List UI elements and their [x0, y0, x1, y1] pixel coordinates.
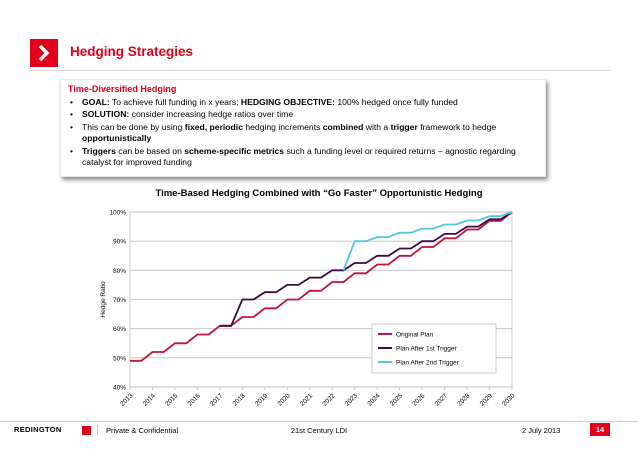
bullet-text: with a: [363, 121, 391, 132]
bullet-text: can be based on: [115, 145, 185, 156]
footer-logo-icon: [82, 426, 91, 435]
y-tick-label: 40%: [113, 385, 126, 392]
x-tick-label: 2017: [209, 392, 224, 407]
bullet-text: 100% hedged once fully funded: [334, 97, 458, 107]
y-tick-label: 80%: [113, 268, 126, 275]
bullet-text: This can be done by using: [82, 121, 185, 132]
bullet-text: HEDGING OBJECTIVE:: [240, 97, 335, 107]
logo-mark: [30, 39, 58, 67]
bullet-text: hedging increments: [242, 121, 323, 132]
bullet-text: Triggers: [82, 145, 116, 156]
series-line-2: [342, 211, 513, 271]
x-tick-label: 2022: [321, 392, 336, 407]
bullet-text: opportunistically: [82, 133, 152, 144]
logo-chevron-icon: [38, 44, 50, 62]
bullet-item: GOAL: To achieve full funding in x years…: [68, 97, 538, 109]
y-tick-label: 60%: [113, 326, 126, 333]
x-tick-label: 2018: [232, 392, 247, 407]
y-tick-label: 70%: [113, 297, 126, 304]
bullet-text: GOAL:: [82, 97, 110, 107]
bullet-text: such a funding level or required returns…: [82, 145, 516, 168]
x-tick-label: 2024: [366, 392, 381, 407]
slide-title: Hedging Strategies: [70, 44, 194, 59]
bullet-text: trigger: [390, 121, 418, 132]
y-tick-label: 90%: [113, 239, 126, 246]
y-tick-label: 100%: [109, 210, 126, 217]
x-tick-label: 2014: [142, 392, 157, 407]
x-tick-label: 2016: [187, 392, 202, 407]
x-tick-label: 2023: [344, 392, 359, 407]
chart-title: Time-Based Hedging Combined with “Go Fas…: [155, 188, 483, 199]
series-line-1: [219, 211, 513, 327]
bullet-text: scheme-specific metrics: [184, 145, 285, 156]
bullet-list: GOAL: To achieve full funding in x years…: [68, 97, 538, 169]
x-tick-label: 2030: [501, 392, 516, 407]
footer-divider: [0, 421, 638, 422]
x-tick-label: 2028: [456, 392, 471, 407]
bullet-text: framework to hedge: [417, 121, 497, 132]
bullet-text: To achieve full funding in x years;: [109, 97, 241, 107]
x-tick-label: 2027: [434, 392, 449, 407]
x-tick-label: 2029: [479, 392, 494, 407]
bullet-item: Triggers can be based on scheme-specific…: [68, 146, 538, 169]
footer-confidential: Private & Confidential: [106, 426, 179, 435]
bullet-text: SOLUTION:: [82, 109, 130, 120]
callout-heading: Time-Diversified Hedging: [68, 84, 177, 94]
footer-separator: [97, 425, 98, 435]
legend-label: Plan After 2nd Trigger: [396, 360, 460, 367]
x-tick-label: 2026: [411, 392, 426, 407]
series-line-0: [130, 211, 513, 362]
y-axis-label: Hedge Ratio: [100, 281, 107, 318]
bullet-text: consider increasing hedge ratios over ti…: [129, 109, 294, 120]
x-tick-label: 2013: [119, 392, 134, 407]
legend-label: Original Plan: [396, 332, 434, 339]
footer-logo: REDINGTON: [14, 425, 62, 434]
x-tick-label: 2021: [299, 392, 314, 407]
page-number: 14: [590, 423, 610, 436]
x-tick-label: 2015: [164, 392, 179, 407]
legend-label: Plan After 1st Trigger: [396, 346, 458, 353]
footer-center-text: 21st Century LDI: [290, 426, 348, 435]
callout-box: Time-Diversified Hedging GOAL: To achiev…: [60, 79, 546, 177]
legend-box: [371, 323, 497, 374]
y-tick-label: 50%: [113, 355, 126, 362]
footer-date: 2 July 2013: [522, 426, 561, 435]
bullet-text: fixed, periodic: [184, 121, 243, 132]
x-tick-label: 2025: [389, 392, 404, 407]
bullet-item: This can be done by using fixed, periodi…: [68, 122, 538, 145]
x-tick-label: 2019: [254, 392, 269, 407]
bullet-text: combined: [322, 121, 364, 132]
x-tick-label: 2020: [277, 392, 292, 407]
bullet-item: SOLUTION: consider increasing hedge rati…: [68, 109, 538, 121]
title-divider: [30, 70, 610, 71]
